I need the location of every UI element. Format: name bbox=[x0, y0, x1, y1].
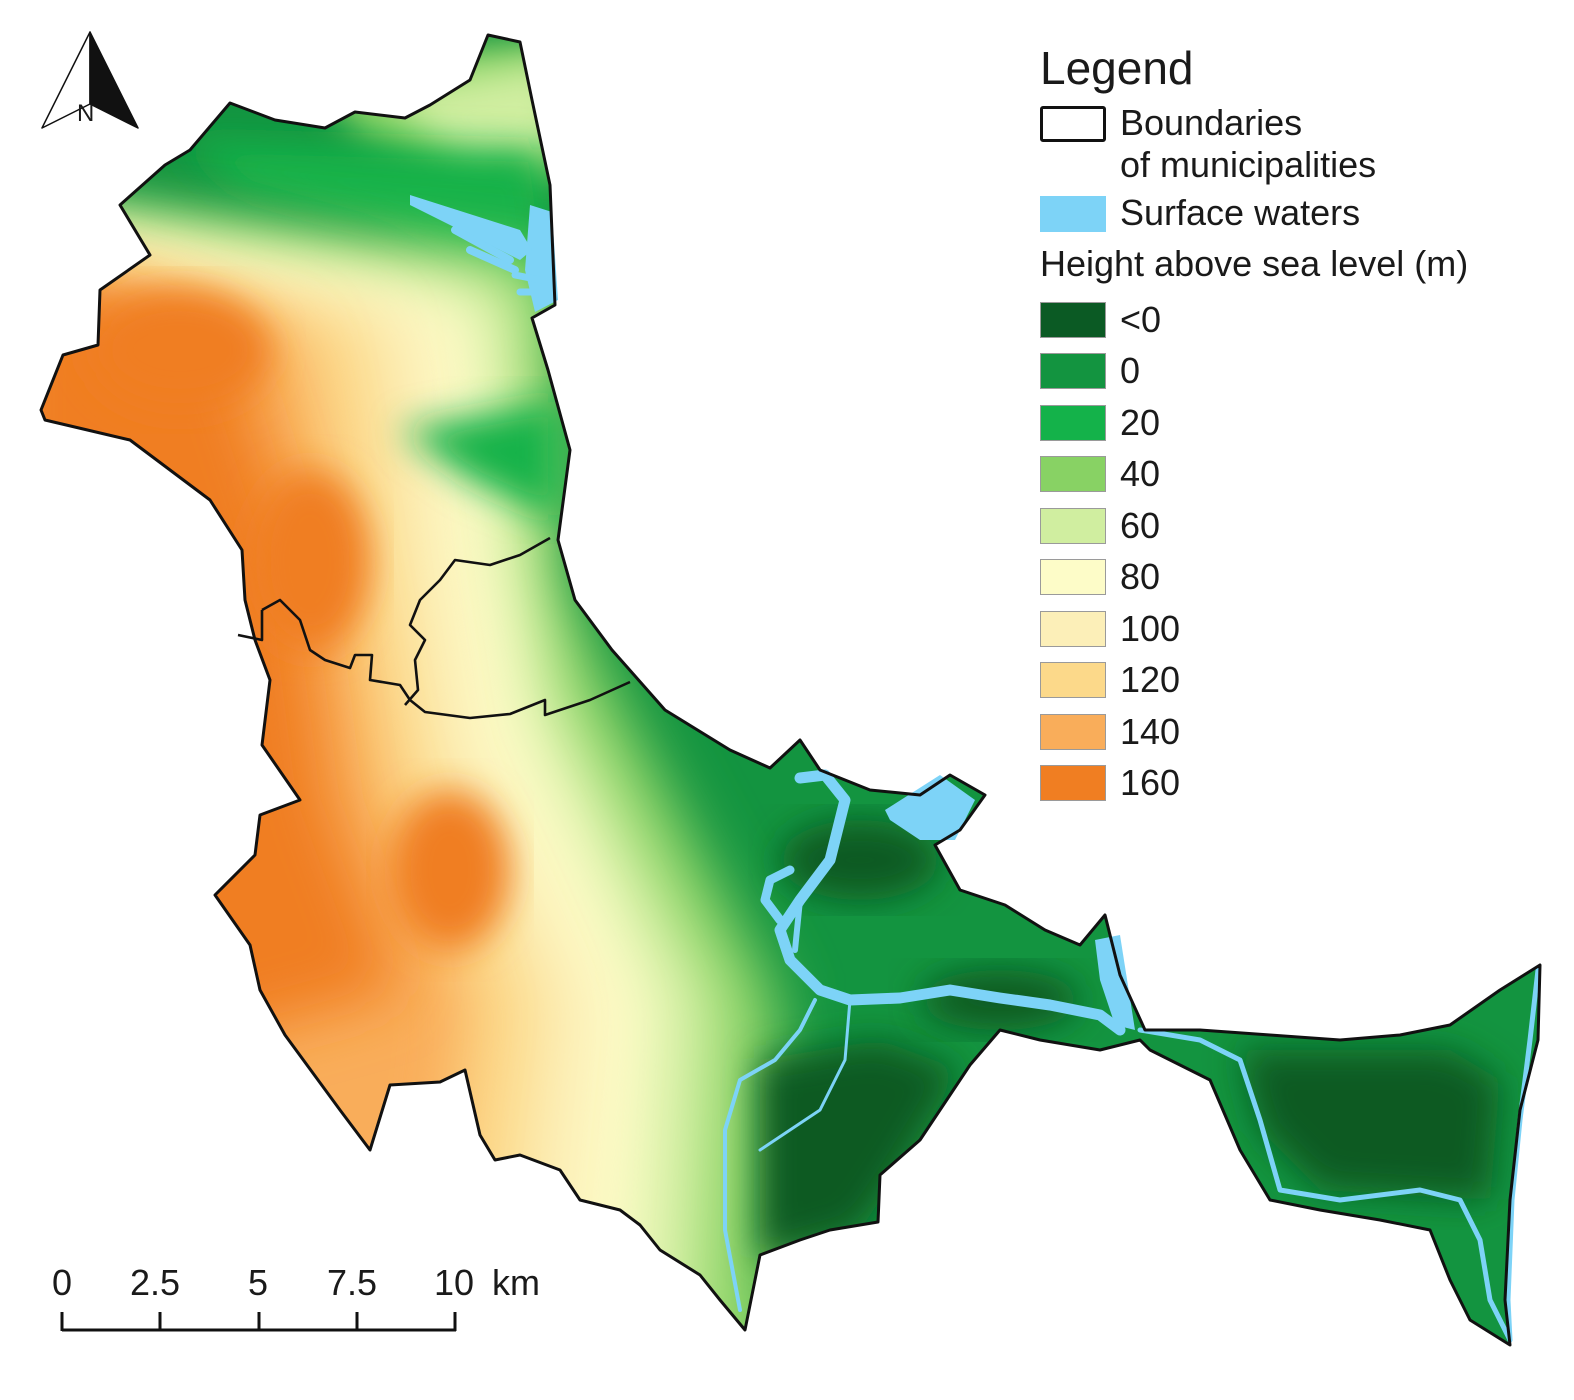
peak-nw bbox=[90, 290, 270, 410]
legend-class-5: 80 bbox=[1040, 552, 1560, 604]
water-label: Surface waters bbox=[1120, 192, 1361, 233]
scale-unit: km bbox=[492, 1262, 540, 1303]
scale-tick-2-5: 2.5 bbox=[130, 1262, 181, 1303]
surface-waters bbox=[410, 195, 1541, 1343]
boundary-label-line1: Boundaries bbox=[1120, 102, 1303, 143]
peak-w bbox=[250, 470, 370, 650]
legend-class-9: 160 bbox=[1040, 758, 1560, 810]
peak-sw bbox=[390, 790, 510, 950]
north-pier-2 bbox=[451, 226, 514, 264]
class-swatch bbox=[1040, 610, 1106, 647]
legend-class-8: 140 bbox=[1040, 706, 1560, 758]
class-label: 40 bbox=[1120, 453, 1161, 495]
main-river bbox=[774, 769, 1126, 1036]
class-label: 20 bbox=[1120, 401, 1161, 443]
north-label: N bbox=[77, 100, 95, 127]
map-legend: Legend Boundaries of municipalities Surf… bbox=[1040, 40, 1560, 809]
class-label: 120 bbox=[1120, 659, 1181, 701]
class-label: 0 bbox=[1120, 350, 1141, 392]
zone-north-green bbox=[180, 140, 560, 330]
east-coast-channel bbox=[1505, 967, 1541, 1343]
class-swatch bbox=[1040, 301, 1106, 338]
scale-tick-0: 0 bbox=[52, 1262, 73, 1303]
north-pier-3 bbox=[466, 246, 519, 274]
legend-class-6: 100 bbox=[1040, 603, 1560, 655]
class-swatch bbox=[1040, 662, 1106, 699]
scale-tick-7-5: 7.5 bbox=[327, 1262, 378, 1303]
class-label: <0 bbox=[1120, 298, 1162, 340]
scale-tick-5: 5 bbox=[248, 1262, 269, 1303]
legend-water-item: Surface waters bbox=[1040, 192, 1560, 234]
class-swatch bbox=[1040, 559, 1106, 596]
valley-green bbox=[400, 400, 560, 520]
class-swatch bbox=[1040, 353, 1106, 390]
north-pier-4 bbox=[511, 271, 544, 284]
north-arrow-icon bbox=[41, 31, 139, 129]
boundary-label: Boundaries of municipalities bbox=[1120, 102, 1376, 186]
class-swatch bbox=[1040, 456, 1106, 493]
south-channel-1 bbox=[723, 998, 817, 1312]
legend-class-7: 120 bbox=[1040, 655, 1560, 707]
municipal-boundaries bbox=[39, 33, 1542, 1347]
east-canal-basin bbox=[1095, 935, 1135, 1030]
legend-boundary-item: Boundaries of municipalities bbox=[1040, 102, 1560, 186]
water-swatch bbox=[1040, 196, 1106, 232]
height-class-list: <0 0 20 40 60 80 100 120 140 160 bbox=[1040, 294, 1560, 809]
north-pier-1 bbox=[436, 211, 504, 249]
height-legend-title: Height above sea level (m) bbox=[1040, 243, 1469, 284]
legend-class-0: <0 bbox=[1040, 294, 1560, 346]
river-branch-1 bbox=[792, 897, 803, 953]
class-label: 60 bbox=[1120, 504, 1161, 546]
class-label: 140 bbox=[1120, 710, 1181, 752]
east-spit-channel bbox=[1137, 1027, 1513, 1343]
class-label: 160 bbox=[1120, 762, 1181, 804]
polder-south bbox=[760, 1040, 960, 1260]
east-harbour bbox=[885, 775, 975, 840]
class-swatch bbox=[1040, 765, 1106, 802]
scale-bar-graphic bbox=[60, 1312, 457, 1332]
class-swatch bbox=[1040, 507, 1106, 544]
legend-title: Legend bbox=[1040, 42, 1194, 94]
class-label: 80 bbox=[1120, 556, 1161, 598]
south-channel-2 bbox=[758, 998, 852, 1152]
scale-tick-10: 10 bbox=[434, 1262, 475, 1303]
legend-class-2: 20 bbox=[1040, 397, 1560, 449]
river-loop bbox=[760, 865, 795, 925]
polder-east bbox=[1240, 1050, 1500, 1200]
class-swatch bbox=[1040, 713, 1106, 750]
north-harbour-basin bbox=[525, 205, 558, 312]
legend-class-3: 40 bbox=[1040, 449, 1560, 501]
legend-class-1: 0 bbox=[1040, 346, 1560, 398]
class-label: 100 bbox=[1120, 607, 1181, 649]
boundary-label-line2: of municipalities bbox=[1120, 144, 1377, 185]
class-swatch bbox=[1040, 404, 1106, 441]
boundary-swatch bbox=[1040, 106, 1106, 142]
legend-class-4: 60 bbox=[1040, 500, 1560, 552]
